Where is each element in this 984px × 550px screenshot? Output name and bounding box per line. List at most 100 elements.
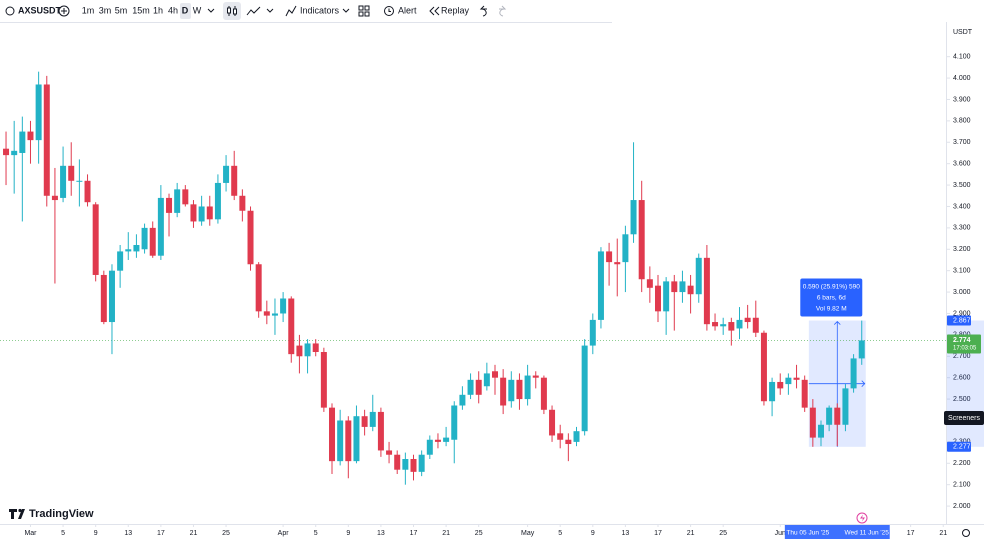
plot-area: 0.590 (25.91%) 590 6 bars, 6d Vol 9.82 M (0, 71, 946, 485)
candle-body (157, 197, 164, 256)
candle-body (361, 416, 368, 427)
measure-arrow-head (834, 320, 841, 325)
search-icon[interactable] (5, 6, 15, 16)
candle-body (84, 180, 91, 203)
line-tool-menu[interactable] (266, 8, 274, 13)
candle-body (182, 189, 189, 205)
flash-icon[interactable] (856, 512, 868, 524)
y-tick-label: 2.200 (953, 460, 971, 467)
candle-body (19, 131, 26, 153)
candle-body (320, 352, 327, 408)
indicators-icon[interactable] (285, 5, 297, 17)
alert-button[interactable]: Alert (398, 5, 417, 15)
alert-icon[interactable] (384, 6, 394, 16)
x-tick-label: 9 (346, 530, 350, 537)
candle-body (540, 377, 547, 410)
interval-button[interactable]: W (193, 5, 202, 15)
x-tick-label: May (521, 530, 535, 537)
candle-body (654, 285, 661, 312)
candle-body (239, 195, 246, 211)
y-tick-label: 3.100 (953, 268, 971, 275)
line-tool-icon[interactable] (246, 6, 261, 16)
currency-label: USDT (953, 29, 973, 36)
compare-button[interactable] (58, 5, 70, 17)
candle-body (312, 343, 319, 353)
candle-body (834, 407, 841, 425)
replay-button[interactable]: Replay (441, 5, 470, 15)
layout-icon (364, 11, 370, 17)
candle-body (43, 84, 50, 196)
candle-body (638, 200, 645, 280)
candle-body (51, 195, 58, 201)
layout-icon[interactable] (358, 5, 364, 11)
candle-body (475, 379, 482, 395)
candle-body (247, 210, 254, 265)
candle-body (426, 439, 433, 455)
settings-button[interactable] (962, 529, 970, 537)
candle-body (410, 459, 417, 472)
candle-body (801, 379, 808, 408)
candle-body (589, 319, 596, 346)
candle-body (752, 317, 759, 333)
candle-body (809, 407, 816, 438)
x-tick-label: 13 (124, 530, 132, 537)
interval-button[interactable]: 4h (168, 5, 178, 15)
candle-body (166, 197, 173, 213)
candle-body (606, 251, 613, 263)
y-tick-label: 4.100 (953, 54, 971, 61)
measure-text: Vol 9.82 M (816, 305, 847, 312)
interval-menu[interactable] (207, 8, 215, 13)
interval-button[interactable]: 3m (99, 5, 112, 15)
x-tick-label: 17 (654, 530, 662, 537)
screeners-bg[interactable] (944, 411, 984, 425)
interval-button[interactable]: D (182, 5, 189, 15)
price-label: 2.867 (953, 317, 971, 324)
interval-button[interactable]: 1m (82, 5, 95, 15)
screeners-button[interactable]: Screeners (948, 415, 980, 422)
candle-body (133, 244, 140, 252)
candle-body (345, 420, 352, 462)
measure-tooltip (800, 278, 863, 317)
candle-body (271, 313, 278, 316)
chart-type-bg (223, 2, 241, 20)
redo-button[interactable] (499, 5, 507, 17)
undo-button[interactable] (479, 5, 487, 17)
candle-body (60, 165, 67, 198)
indicators-menu[interactable] (342, 8, 350, 13)
indicators-button[interactable]: Indicators (300, 5, 340, 15)
candle-body (736, 319, 743, 329)
candle-body (532, 375, 539, 378)
interval-button[interactable]: 15m (132, 5, 150, 15)
last-price-label: 2.774 (953, 337, 971, 344)
logo-icon (18, 508, 22, 513)
price-label: 2.277 (953, 444, 971, 451)
y-tick-label: 2.100 (953, 482, 971, 489)
x-tick-label: 21 (939, 530, 947, 537)
candle-body (712, 322, 719, 327)
candle-body (198, 206, 205, 222)
countdown-label: 17:03:05 (953, 346, 977, 352)
x-tick-label: Jun (775, 530, 786, 537)
layout-icon (364, 5, 370, 11)
candle-body (149, 227, 156, 256)
candle-body (3, 148, 10, 156)
interval-button[interactable]: 1h (153, 5, 163, 15)
y-tick-label: 2.500 (953, 396, 971, 403)
y-tick-label: 3.200 (953, 246, 971, 253)
candle-body (190, 204, 197, 222)
interval-button[interactable]: 5m (115, 5, 128, 15)
candle-body (76, 180, 83, 182)
last-price-bg (947, 334, 981, 354)
symbol[interactable]: AXSUSDT (18, 5, 62, 15)
candle-body (565, 439, 572, 445)
y-tick-label: 2.700 (953, 353, 971, 360)
y-tick-label: 3.800 (953, 118, 971, 125)
x-tick-label: Apr (278, 530, 290, 537)
candle-body (760, 332, 767, 402)
candle-body (288, 298, 295, 355)
replay-icon[interactable] (429, 6, 440, 16)
candle-body (500, 377, 507, 406)
time-range-highlight (784, 525, 890, 539)
y-tick-label: 2.900 (953, 310, 971, 317)
